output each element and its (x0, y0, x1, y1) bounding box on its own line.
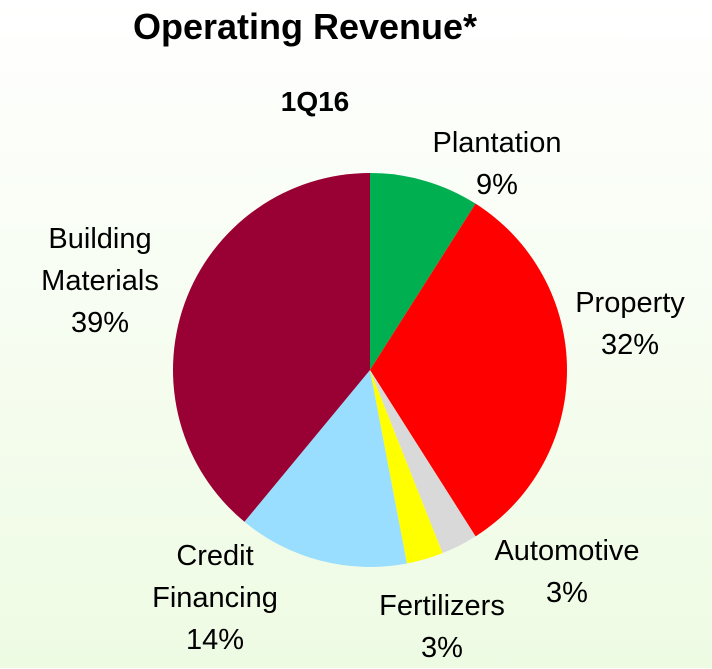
pie-slice (370, 370, 476, 554)
chart-subtitle: 1Q16 (280, 86, 350, 117)
category-label: Building Materials (41, 223, 159, 297)
pie-slice (370, 203, 567, 537)
category-label: Plantation (432, 127, 562, 159)
pie-slice (173, 173, 370, 522)
slice-label: Credit Financing 14% (152, 535, 278, 661)
category-label: Fertilizers (379, 590, 505, 622)
pie-slice (370, 370, 443, 564)
value-label: 32% (600, 329, 660, 361)
pie-slice (370, 173, 476, 370)
category-label: Automotive (494, 535, 640, 567)
slice-label: Plantation 9% (433, 122, 562, 206)
category-label: Property (575, 287, 685, 319)
slice-label: Automotive 3% (494, 530, 639, 614)
pie-slice (244, 370, 407, 567)
value-label: 9% (476, 169, 518, 201)
value-label: 3% (546, 577, 588, 609)
slice-label: Building Materials 39% (41, 218, 159, 344)
chart-title: Operating Revenue* (132, 6, 478, 47)
value-label: 39% (70, 307, 130, 339)
slice-label: Property 32% (575, 282, 685, 366)
slice-label: Fertilizers 3% (379, 585, 505, 669)
value-label: 3% (421, 632, 463, 664)
category-label: Credit Financing (152, 540, 278, 614)
value-label: 14% (185, 624, 245, 656)
